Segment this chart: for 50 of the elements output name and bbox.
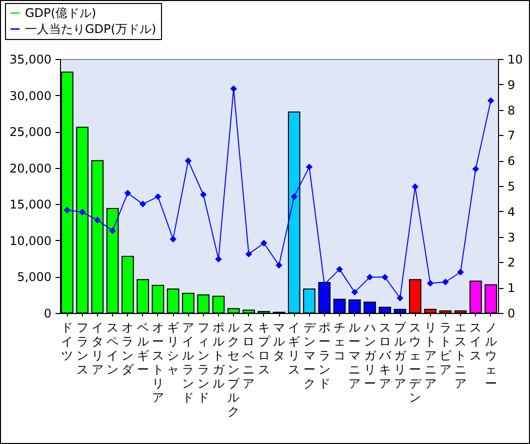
x-tick-label: ギリシャ	[167, 320, 180, 376]
x-tick-label: チェコ	[334, 320, 346, 362]
x-tick-label: イタリア	[91, 320, 104, 376]
x-tick-label: ハンガリー	[362, 320, 377, 390]
y2-tick-label: 1	[508, 281, 516, 296]
y-tick-label: 25,000	[10, 125, 52, 140]
y-tick-label: 10,000	[10, 234, 52, 248]
x-tick-label: スウェーデン	[409, 320, 422, 404]
x-tick-label: アイルランド	[182, 320, 194, 404]
y2-tick-label: 10	[508, 52, 523, 66]
x-tick-label: スペイン	[106, 320, 119, 376]
x-tick-label: スロベニア	[242, 320, 255, 390]
x-tick-label: フランス	[76, 320, 88, 376]
x-tick-label: フィンランド	[197, 320, 210, 404]
x-tick-label: ルーマニア	[348, 320, 361, 390]
x-tick-label: デンマーク	[303, 320, 316, 390]
y2-tick-label: 5	[508, 180, 516, 194]
x-tick-label: ポルトガル	[212, 320, 226, 390]
x-tick-label: ブルガリア	[394, 320, 408, 390]
x-tick-label: ルクセンブルク	[228, 320, 241, 418]
y-tick-label: 0	[44, 306, 52, 320]
x-tick-label: キプロス	[258, 320, 271, 376]
y-tick-label: 15,000	[10, 198, 52, 212]
x-tick-label: エストニア	[454, 320, 467, 390]
x-tick-label: リトアニア	[424, 320, 436, 390]
legend-label: 一人当たりGDP(万ドル)	[25, 22, 156, 36]
x-tick-label: オーストリア	[152, 320, 164, 404]
x-tick-label: ポーランド	[318, 320, 330, 390]
y-tick-label: 20,000	[10, 161, 52, 176]
y2-tick-label: 7	[508, 128, 516, 143]
y2-tick-label: 3	[508, 230, 516, 244]
x-tick-label: ノルウェー	[484, 320, 497, 390]
y-tick-label: 5,000	[17, 270, 52, 284]
legend-label: GDP(億ドル)	[25, 6, 96, 20]
x-tick-label: マルタ	[273, 320, 285, 362]
y2-tick-label: 8	[508, 103, 516, 118]
x-tick-label: スロバキア	[378, 320, 392, 390]
y2-tick-label: 4	[508, 204, 516, 219]
x-tick-label: スイス	[470, 320, 482, 362]
y2-tick-label: 9	[508, 78, 516, 92]
y2-tick-label: 6	[508, 154, 516, 168]
y2-tick-label: 0	[508, 306, 516, 320]
y2-tick-label: 2	[508, 256, 516, 270]
y-tick-label: 35,000	[10, 52, 52, 66]
x-tick-label: イギリス	[288, 320, 300, 376]
x-tick-label: オランダ	[122, 320, 135, 376]
x-tick-label: ベルギー	[136, 320, 149, 376]
y-tick-label: 30,000	[10, 88, 52, 103]
x-tick-label: ラトビア	[439, 320, 452, 376]
x-tick-label: ドイツ	[61, 320, 74, 362]
